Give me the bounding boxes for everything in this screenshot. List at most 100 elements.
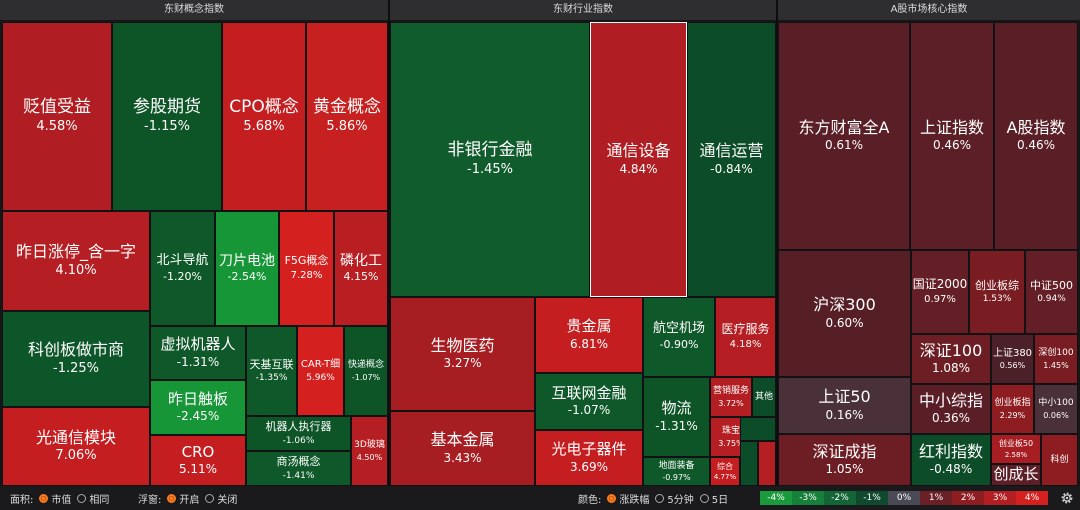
treemap-tile[interactable]: 上证380 0.56%	[991, 334, 1034, 384]
tile-change: 0.06%	[1043, 410, 1069, 420]
treemap-tile[interactable]: 其他	[752, 377, 776, 417]
treemap-tile[interactable]: 磷化工 4.15%	[334, 211, 388, 326]
float-label: 浮窗:	[138, 494, 162, 506]
treemap-tile[interactable]: 快递概念 -1.07%	[344, 326, 388, 416]
tile-name: 北斗导航	[156, 252, 209, 268]
color-change-label[interactable]: 涨跌幅	[619, 494, 650, 506]
treemap-tile[interactable]: 参股期货 -1.15%	[112, 22, 222, 211]
treemap-tile[interactable]: 科创	[1041, 434, 1078, 486]
treemap-tile[interactable]: 黄金概念 5.86%	[306, 22, 388, 211]
treemap-tile[interactable]: A股指数 0.46%	[994, 22, 1078, 250]
treemap-tile[interactable]: CAR-T细 5.96%	[297, 326, 344, 416]
color-5day-label[interactable]: 5日	[711, 494, 729, 506]
legend-swatch: -2%	[824, 491, 856, 505]
color-5min-radio[interactable]	[655, 493, 665, 503]
treemap-tile[interactable]: 昨日触板 -2.45%	[150, 380, 246, 435]
tile-name: 红利指数	[918, 441, 983, 461]
treemap-tile[interactable]: CPO概念 5.68%	[222, 22, 306, 211]
tile-change: 4.77%	[713, 473, 737, 482]
treemap-tile[interactable]: 中小100 0.06%	[1034, 384, 1078, 434]
tile-name: 互联网金融	[551, 383, 627, 402]
color-control: 颜色: 涨跌幅 5分钟 5日	[578, 486, 728, 510]
tile-change: -1.35%	[255, 373, 288, 384]
treemap-tile[interactable]: 东方财富全A 0.61%	[778, 22, 910, 250]
tile-change: -2.54%	[227, 270, 267, 284]
treemap-tile[interactable]: 营销服务 3.72%	[710, 377, 752, 417]
tile-name: 营销服务	[712, 386, 749, 397]
treemap-tile[interactable]: 创业板50 2.58%	[991, 434, 1041, 464]
treemap-tile[interactable]: 虚拟机器人 -1.31%	[150, 326, 246, 380]
treemap-tile[interactable]: 上证指数 0.46%	[910, 22, 994, 250]
tile-name: 深证100	[919, 340, 983, 360]
tile-name: 中小100	[1038, 398, 1074, 409]
treemap-tile[interactable]	[740, 417, 776, 441]
float-off-radio[interactable]	[205, 493, 215, 503]
treemap-tile[interactable]: F5G概念 7.28%	[279, 211, 334, 326]
float-off-label[interactable]: 关闭	[217, 494, 238, 506]
color-5min-label[interactable]: 5分钟	[667, 494, 694, 506]
tile-change: 3.69%	[569, 459, 609, 474]
treemap-tile[interactable]: 贬值受益 4.58%	[2, 22, 112, 211]
treemap-tile[interactable]: 综合 4.77%	[710, 457, 740, 486]
treemap-tile[interactable]: 刀片电池 -2.54%	[215, 211, 279, 326]
treemap-tile[interactable]: 贵金属 6.81%	[535, 297, 643, 373]
treemap-tile[interactable]: 创成长	[991, 464, 1041, 486]
color-change-radio[interactable]	[607, 493, 617, 503]
treemap-tile[interactable]: 深证100 1.08%	[911, 334, 991, 384]
tile-change: -0.84%	[710, 161, 753, 176]
color-label: 颜色:	[578, 494, 602, 506]
tile-change: 4.15%	[343, 270, 379, 284]
treemap-tile[interactable]: CRO 5.11%	[150, 435, 246, 486]
treemap-tile[interactable]	[758, 441, 776, 486]
treemap-tile[interactable]: 地面装备 -0.97%	[643, 457, 710, 486]
gear-icon[interactable]	[1060, 491, 1074, 505]
treemap-tile[interactable]: 通信设备 4.84%	[590, 22, 687, 297]
tile-name: 创业板指	[994, 398, 1031, 409]
treemap-tile[interactable]: 医疗服务 4.18%	[715, 297, 776, 377]
treemap-tile[interactable]: 基本金属 3.43%	[390, 411, 535, 486]
treemap-tile[interactable]: 创业板综 1.53%	[969, 250, 1025, 334]
area-equal-radio[interactable]	[77, 493, 87, 503]
treemap-tile[interactable]: 中小综指 0.36%	[911, 384, 991, 434]
tile-change: 2.58%	[1004, 450, 1028, 459]
treemap-tile[interactable]: 中证500 0.94%	[1025, 250, 1078, 334]
area-marketcap-label[interactable]: 市值	[51, 494, 72, 506]
treemap-tile[interactable]: 上证50 0.16%	[778, 377, 911, 434]
float-on-radio[interactable]	[167, 493, 177, 503]
treemap-tile[interactable]: 光电子器件 3.69%	[535, 430, 643, 486]
treemap-tile[interactable]: 商汤概念 -1.41%	[246, 451, 351, 486]
tile-change: 0.16%	[825, 407, 864, 422]
treemap-tile[interactable]: 昨日涨停_含一字 4.10%	[2, 211, 150, 311]
treemap-tile[interactable]: 机器人执行器 -1.06%	[246, 416, 351, 451]
float-control: 浮窗: 开启 关闭	[138, 486, 237, 510]
color-5day-radio[interactable]	[699, 493, 709, 503]
treemap-tile[interactable]: 科创板做市商 -1.25%	[2, 311, 150, 407]
treemap-tile[interactable]: 深创100 1.45%	[1034, 334, 1078, 384]
tile-name: 贵金属	[566, 317, 612, 336]
treemap-tile[interactable]	[740, 441, 758, 486]
treemap-tile[interactable]: 天基互联 -1.35%	[246, 326, 297, 416]
tile-change: 5.68%	[243, 118, 285, 134]
treemap-tile[interactable]: 互联网金融 -1.07%	[535, 373, 643, 430]
treemap-tile[interactable]: 深证成指 1.05%	[778, 434, 911, 486]
treemap-tile[interactable]: 非银行金融 -1.45%	[390, 22, 590, 297]
tile-change: 2.29%	[999, 410, 1026, 420]
legend-swatch: -1%	[856, 491, 888, 505]
treemap-tile[interactable]: 国证2000 0.97%	[911, 250, 969, 334]
treemap-tile[interactable]: 航空机场 -0.90%	[643, 297, 715, 377]
tile-name: 商汤概念	[276, 455, 321, 468]
area-marketcap-radio[interactable]	[39, 493, 49, 503]
tile-name: CRO	[181, 442, 215, 461]
treemap-tile[interactable]: 创业板指 2.29%	[991, 384, 1034, 434]
float-on-label[interactable]: 开启	[179, 494, 200, 506]
tile-change: -2.45%	[176, 409, 220, 424]
treemap-tile[interactable]: 通信运营 -0.84%	[687, 22, 776, 297]
treemap-tile[interactable]: 生物医药 3.27%	[390, 297, 535, 411]
treemap-tile[interactable]: 红利指数 -0.48%	[911, 434, 991, 486]
treemap-tile[interactable]: 沪深300 0.60%	[778, 250, 911, 377]
treemap-tile[interactable]: 北斗导航 -1.20%	[150, 211, 215, 326]
area-equal-label[interactable]: 相同	[89, 494, 110, 506]
treemap-tile[interactable]: 物流 -1.31%	[643, 377, 710, 457]
treemap-tile[interactable]: 3D玻璃 4.50%	[351, 416, 388, 486]
treemap-tile[interactable]: 光通信模块 7.06%	[2, 407, 150, 486]
